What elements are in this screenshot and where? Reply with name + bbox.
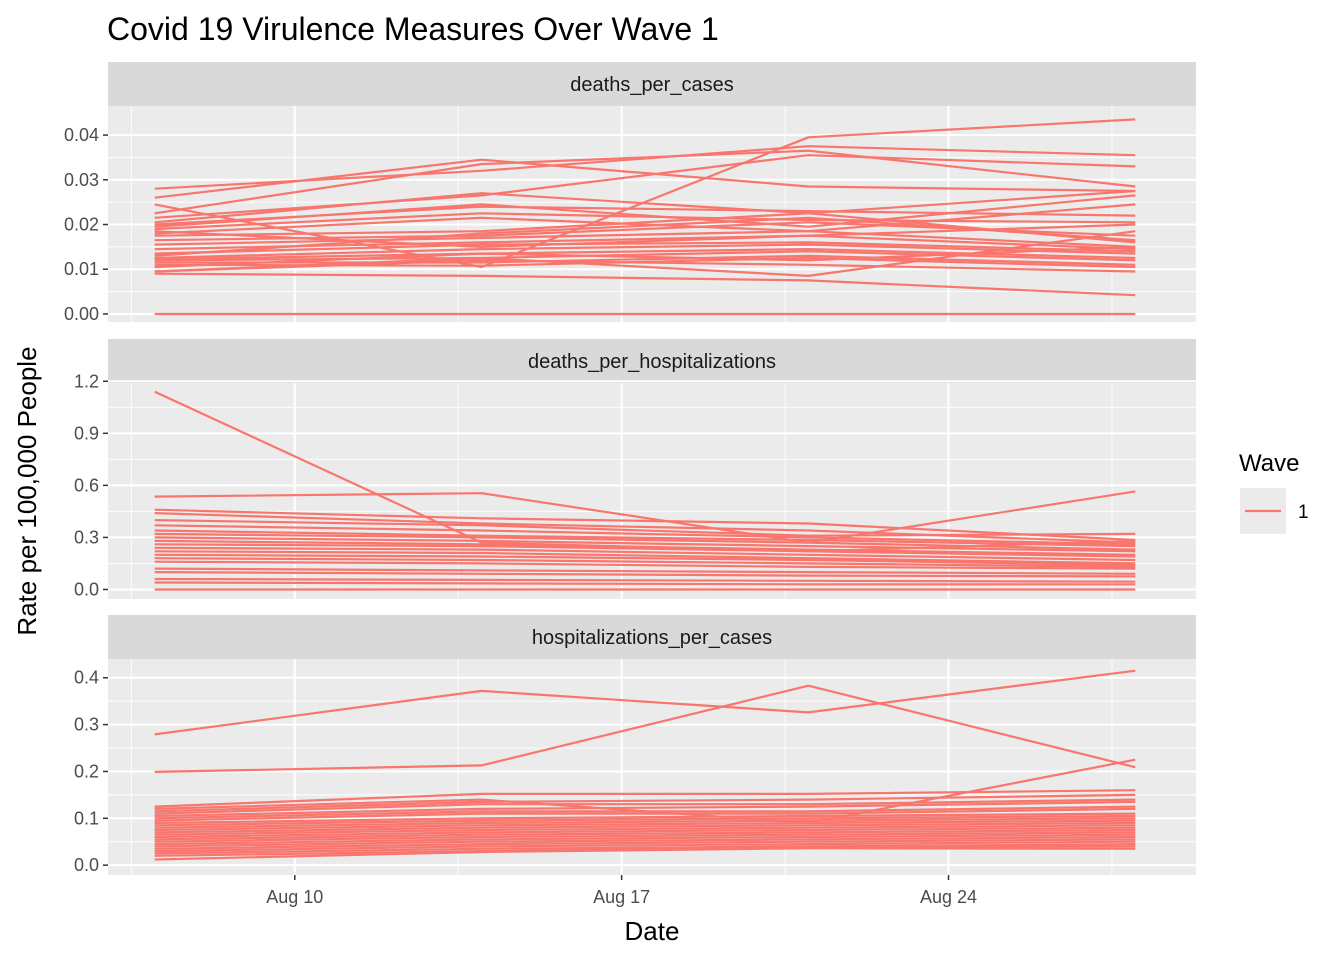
series-line bbox=[154, 250, 1136, 262]
series-line bbox=[154, 557, 1136, 568]
series-line bbox=[154, 230, 1136, 248]
series-line bbox=[154, 819, 1136, 832]
series-line bbox=[154, 567, 1136, 575]
series-line bbox=[154, 216, 1136, 257]
y-axis-ticks: 0.0 0.3 0.6 0.9 1.2 bbox=[74, 371, 108, 599]
y-tick-label: 0.2 bbox=[74, 761, 99, 781]
y-tick-label: 0.9 bbox=[74, 423, 99, 443]
series-line bbox=[154, 243, 1136, 260]
series-line bbox=[154, 524, 1136, 546]
series-line bbox=[154, 149, 1136, 215]
series-line bbox=[154, 212, 1136, 244]
series-line bbox=[154, 230, 1136, 277]
y-tick-label: 0.1 bbox=[74, 808, 99, 828]
facet-strip-label: deaths_per_cases bbox=[570, 74, 733, 96]
series-line bbox=[154, 805, 1136, 820]
panel-lines bbox=[154, 669, 1136, 861]
facet-strip bbox=[108, 62, 1196, 106]
series-line bbox=[154, 536, 1136, 553]
series-line bbox=[154, 154, 1136, 219]
series-line bbox=[154, 798, 1136, 815]
panel-lines bbox=[154, 118, 1136, 316]
series-line bbox=[154, 847, 1136, 861]
series-line bbox=[154, 581, 1136, 586]
y-axis-ticks: 0.0 0.1 0.2 0.3 0.4 bbox=[74, 668, 108, 875]
y-tick-label: 0.0 bbox=[74, 855, 99, 875]
series-line bbox=[154, 529, 1136, 548]
facet-panel-deaths-per-hospitalizations: deaths_per_hospitalizations 0.0 0.3 0.6 0.9… bbox=[74, 339, 1196, 599]
series-line bbox=[154, 194, 1136, 228]
facet-strip-label: deaths_per_hospitalizations bbox=[528, 351, 776, 373]
series-line bbox=[154, 807, 1136, 822]
y-tick-label: 0.03 bbox=[64, 170, 99, 190]
y-tick-label: 0.3 bbox=[74, 527, 99, 547]
series-line bbox=[154, 814, 1136, 827]
facet-strip bbox=[108, 615, 1196, 659]
series-line bbox=[154, 824, 1136, 836]
series-line bbox=[154, 553, 1136, 567]
facet-strip-label: hospitalizations_per_cases bbox=[532, 627, 772, 649]
legend-title: Wave bbox=[1239, 450, 1299, 477]
series-line bbox=[154, 831, 1136, 843]
y-tick-label: 0.00 bbox=[64, 304, 99, 324]
legend: Wave 1 bbox=[1239, 450, 1309, 534]
series-line bbox=[154, 532, 1136, 551]
y-tick-label: 1.2 bbox=[74, 371, 99, 391]
y-tick-label: 0.6 bbox=[74, 475, 99, 495]
series-line bbox=[154, 828, 1136, 841]
series-line bbox=[154, 512, 1136, 544]
y-axis-ticks: 0.00 0.01 0.02 0.03 0.04 bbox=[64, 125, 108, 324]
y-axis-title: Rate per 100,000 People bbox=[12, 346, 42, 635]
series-line bbox=[154, 812, 1136, 825]
y-tick-label: 0.3 bbox=[74, 715, 99, 735]
series-line bbox=[154, 800, 1136, 818]
series-line bbox=[154, 158, 1136, 199]
series-line bbox=[154, 817, 1136, 829]
series-line bbox=[154, 550, 1136, 565]
x-axis-title: Date bbox=[625, 916, 680, 946]
facet-strip bbox=[108, 339, 1196, 383]
series-line bbox=[154, 560, 1136, 570]
panel-lines bbox=[154, 390, 1136, 591]
x-tick-label: Aug 10 bbox=[266, 887, 323, 907]
series-line bbox=[154, 490, 1136, 544]
series-line bbox=[154, 793, 1136, 813]
y-tick-label: 0.0 bbox=[74, 579, 99, 599]
series-line bbox=[154, 570, 1136, 578]
series-line bbox=[154, 254, 1136, 266]
y-tick-label: 0.01 bbox=[64, 259, 99, 279]
chart-title: Covid 19 Virulence Measures Over Wave 1 bbox=[107, 11, 719, 47]
series-line bbox=[154, 259, 1136, 273]
series-line bbox=[154, 519, 1136, 537]
series-line bbox=[154, 826, 1136, 839]
y-tick-label: 0.02 bbox=[64, 215, 99, 235]
x-axis-ticks: Aug 10 Aug 17 Aug 24 bbox=[266, 875, 977, 907]
x-tick-label: Aug 24 bbox=[920, 887, 977, 907]
series-line bbox=[154, 189, 1136, 224]
series-line bbox=[154, 835, 1136, 848]
x-tick-label: Aug 17 bbox=[593, 887, 650, 907]
series-line bbox=[154, 539, 1136, 556]
y-tick-label: 0.4 bbox=[74, 668, 99, 688]
facet-panel-deaths-per-cases: deaths_per_cases 0.00 0.01 0.02 0.03 0.04 bbox=[64, 62, 1196, 324]
facet-panel-hospitalizations-per-cases: hospitalizations_per_cases 0.00.10.20.30… bbox=[74, 615, 1196, 875]
series-line bbox=[154, 843, 1136, 855]
series-line bbox=[154, 840, 1136, 853]
series-line bbox=[154, 821, 1136, 834]
series-line bbox=[154, 203, 1136, 235]
series-line bbox=[154, 272, 1136, 297]
series-line bbox=[154, 669, 1136, 736]
series-line bbox=[154, 577, 1136, 583]
series-line bbox=[154, 546, 1136, 562]
series-line bbox=[154, 838, 1136, 850]
series-line bbox=[154, 684, 1136, 773]
y-tick-label: 0.04 bbox=[64, 125, 99, 145]
series-line bbox=[154, 241, 1136, 255]
series-line bbox=[154, 833, 1136, 846]
series-line bbox=[154, 508, 1136, 542]
legend-label: 1 bbox=[1298, 502, 1309, 523]
series-line bbox=[154, 543, 1136, 558]
